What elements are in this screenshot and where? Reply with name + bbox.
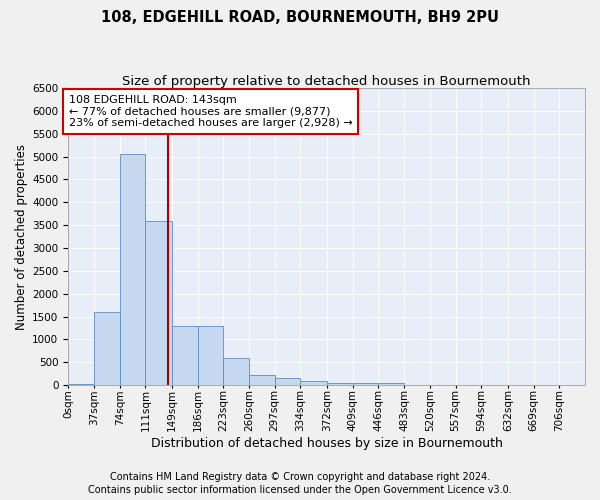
Text: 108 EDGEHILL ROAD: 143sqm
← 77% of detached houses are smaller (9,877)
23% of se: 108 EDGEHILL ROAD: 143sqm ← 77% of detac…: [69, 95, 353, 128]
Bar: [197, 326, 223, 385]
Bar: [172, 326, 197, 385]
Bar: [145, 220, 172, 385]
Bar: [353, 383, 379, 385]
Bar: [379, 383, 404, 385]
Bar: [223, 358, 249, 385]
Text: 108, EDGEHILL ROAD, BOURNEMOUTH, BH9 2PU: 108, EDGEHILL ROAD, BOURNEMOUTH, BH9 2PU: [101, 10, 499, 25]
X-axis label: Distribution of detached houses by size in Bournemouth: Distribution of detached houses by size …: [151, 437, 503, 450]
Bar: [68, 384, 94, 385]
Bar: [327, 383, 353, 385]
Title: Size of property relative to detached houses in Bournemouth: Size of property relative to detached ho…: [122, 75, 531, 88]
Bar: [94, 312, 119, 385]
Bar: [301, 382, 327, 385]
Bar: [275, 378, 301, 385]
Bar: [119, 154, 145, 385]
Bar: [249, 374, 275, 385]
Y-axis label: Number of detached properties: Number of detached properties: [15, 144, 28, 330]
Text: Contains HM Land Registry data © Crown copyright and database right 2024.
Contai: Contains HM Land Registry data © Crown c…: [88, 472, 512, 495]
